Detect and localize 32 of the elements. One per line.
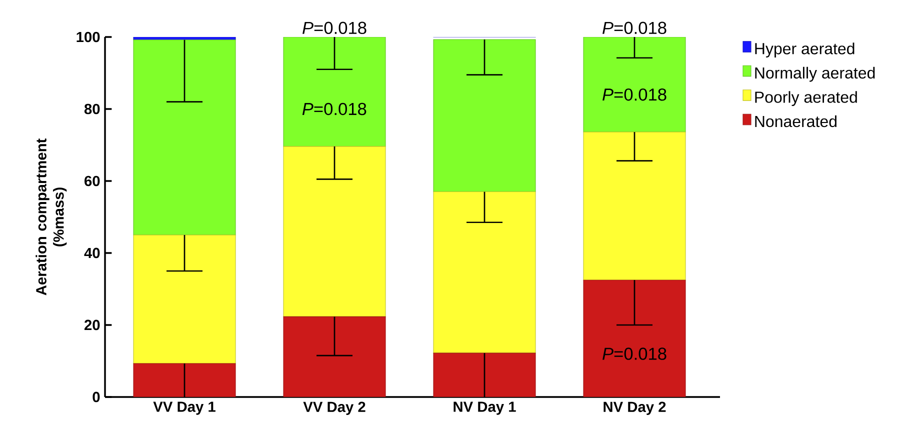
bar bbox=[583, 36, 686, 132]
bar bbox=[283, 146, 386, 317]
bar bbox=[433, 352, 536, 397]
x-tick-label: NV Day 2 bbox=[604, 402, 666, 415]
bar bbox=[133, 363, 236, 397]
annotation: P=0.018 bbox=[602, 88, 666, 101]
x-tick-label: NV Day 1 bbox=[454, 402, 516, 415]
y-tick-label: 40 bbox=[84, 248, 100, 258]
bar bbox=[133, 234, 236, 364]
y-axis-title: Aeration compartment (%mass) bbox=[36, 138, 67, 296]
legend-label: Normally aerated bbox=[755, 66, 875, 82]
annotation: P=0.018 bbox=[302, 22, 366, 34]
legend-label: Nonaerated bbox=[755, 115, 836, 128]
annotation: P=0.018 bbox=[602, 348, 666, 360]
bar bbox=[583, 280, 686, 397]
y-tick-label: 60 bbox=[84, 176, 100, 186]
legend-label: Hyper aerated bbox=[755, 42, 854, 58]
bar bbox=[283, 316, 386, 397]
bar bbox=[583, 132, 686, 280]
bar bbox=[283, 36, 386, 147]
y-tick-label: 20 bbox=[84, 320, 100, 330]
bar bbox=[133, 40, 236, 236]
bar bbox=[433, 192, 536, 354]
legend-label: Poorly aerated bbox=[755, 91, 857, 106]
annotation: P=0.018 bbox=[302, 102, 366, 116]
y-tick-label: 80 bbox=[84, 104, 100, 114]
y-tick-label: 0 bbox=[92, 392, 100, 402]
bar bbox=[433, 39, 536, 192]
annotation: P=0.018 bbox=[602, 22, 666, 34]
x-tick-label: VV Day 2 bbox=[303, 402, 366, 415]
x-tick-label: VV Day 1 bbox=[153, 402, 216, 415]
y-tick-label: 100 bbox=[76, 32, 100, 42]
